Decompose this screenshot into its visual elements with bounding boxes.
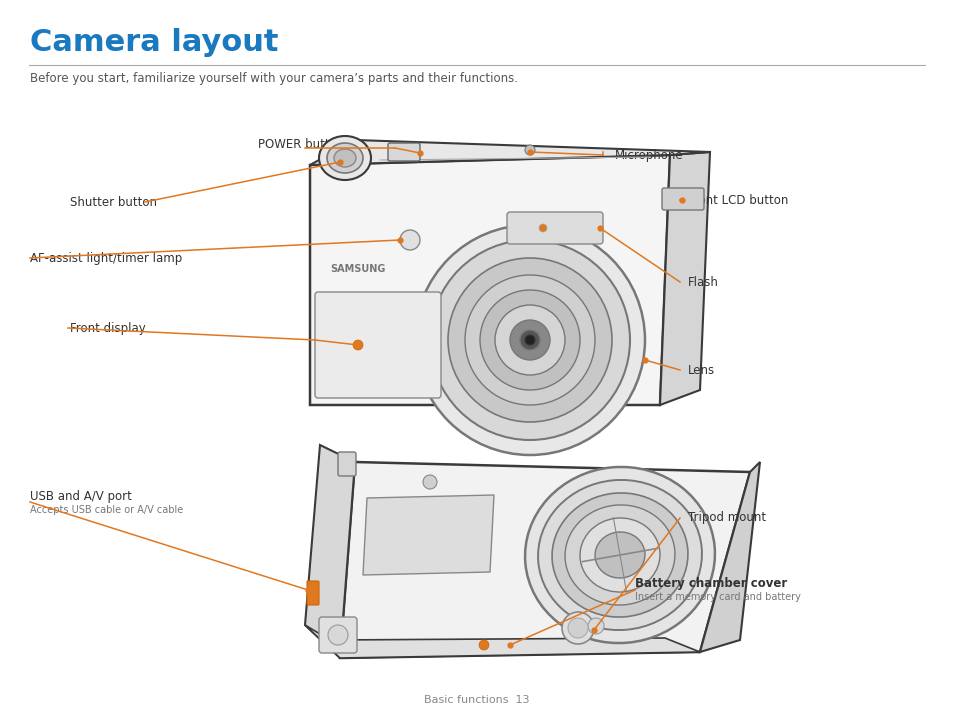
- Text: Insert a memory card and battery: Insert a memory card and battery: [635, 592, 800, 602]
- Text: Tripod mount: Tripod mount: [687, 511, 765, 524]
- FancyBboxPatch shape: [661, 188, 703, 210]
- Circle shape: [524, 335, 535, 345]
- Polygon shape: [659, 152, 709, 405]
- Text: Lens: Lens: [687, 364, 715, 377]
- Text: Microphone: Microphone: [615, 148, 683, 161]
- Text: Flash: Flash: [687, 276, 719, 289]
- FancyBboxPatch shape: [318, 617, 356, 653]
- Circle shape: [524, 145, 535, 155]
- Polygon shape: [310, 140, 709, 165]
- Circle shape: [587, 618, 603, 634]
- FancyBboxPatch shape: [307, 581, 318, 605]
- Circle shape: [448, 258, 612, 422]
- Circle shape: [478, 640, 489, 650]
- Text: POWER button: POWER button: [257, 138, 344, 150]
- Circle shape: [510, 320, 550, 360]
- Text: AF-assist light/timer lamp: AF-assist light/timer lamp: [30, 251, 182, 264]
- Ellipse shape: [327, 143, 363, 173]
- FancyBboxPatch shape: [337, 452, 355, 476]
- Circle shape: [567, 618, 587, 638]
- Text: Camera layout: Camera layout: [30, 28, 278, 57]
- Text: Battery chamber cover: Battery chamber cover: [635, 577, 786, 590]
- Polygon shape: [700, 462, 760, 652]
- FancyBboxPatch shape: [314, 292, 440, 398]
- Text: Shutter button: Shutter button: [70, 196, 157, 209]
- Polygon shape: [305, 625, 700, 658]
- Circle shape: [353, 340, 363, 350]
- Circle shape: [479, 290, 579, 390]
- Ellipse shape: [334, 149, 355, 167]
- Circle shape: [415, 225, 644, 455]
- Text: Front LCD button: Front LCD button: [687, 194, 787, 207]
- Text: SAMSUNG: SAMSUNG: [379, 523, 431, 532]
- Circle shape: [430, 240, 629, 440]
- Ellipse shape: [524, 467, 714, 643]
- Ellipse shape: [564, 505, 675, 605]
- Ellipse shape: [537, 480, 701, 630]
- Text: Before you start, familiarize yourself with your camera’s parts and their functi: Before you start, familiarize yourself w…: [30, 72, 517, 85]
- FancyBboxPatch shape: [388, 143, 419, 161]
- Circle shape: [464, 275, 595, 405]
- Text: Front display: Front display: [70, 322, 146, 335]
- Text: SAMSUNG: SAMSUNG: [330, 264, 385, 274]
- Polygon shape: [305, 445, 355, 658]
- Circle shape: [519, 330, 539, 350]
- Circle shape: [328, 625, 348, 645]
- FancyBboxPatch shape: [506, 212, 602, 244]
- Polygon shape: [339, 462, 749, 658]
- Circle shape: [399, 230, 419, 250]
- Circle shape: [495, 305, 564, 375]
- Ellipse shape: [552, 493, 687, 617]
- Polygon shape: [363, 495, 494, 575]
- Text: Accepts USB cable or A/V cable: Accepts USB cable or A/V cable: [30, 505, 183, 515]
- Text: Basic functions  13: Basic functions 13: [424, 695, 529, 705]
- Circle shape: [538, 224, 546, 232]
- Ellipse shape: [579, 518, 659, 592]
- Ellipse shape: [595, 532, 644, 578]
- Polygon shape: [310, 155, 669, 405]
- Circle shape: [561, 612, 594, 644]
- Circle shape: [422, 475, 436, 489]
- Text: USB and A/V port: USB and A/V port: [30, 490, 132, 503]
- Ellipse shape: [318, 136, 371, 180]
